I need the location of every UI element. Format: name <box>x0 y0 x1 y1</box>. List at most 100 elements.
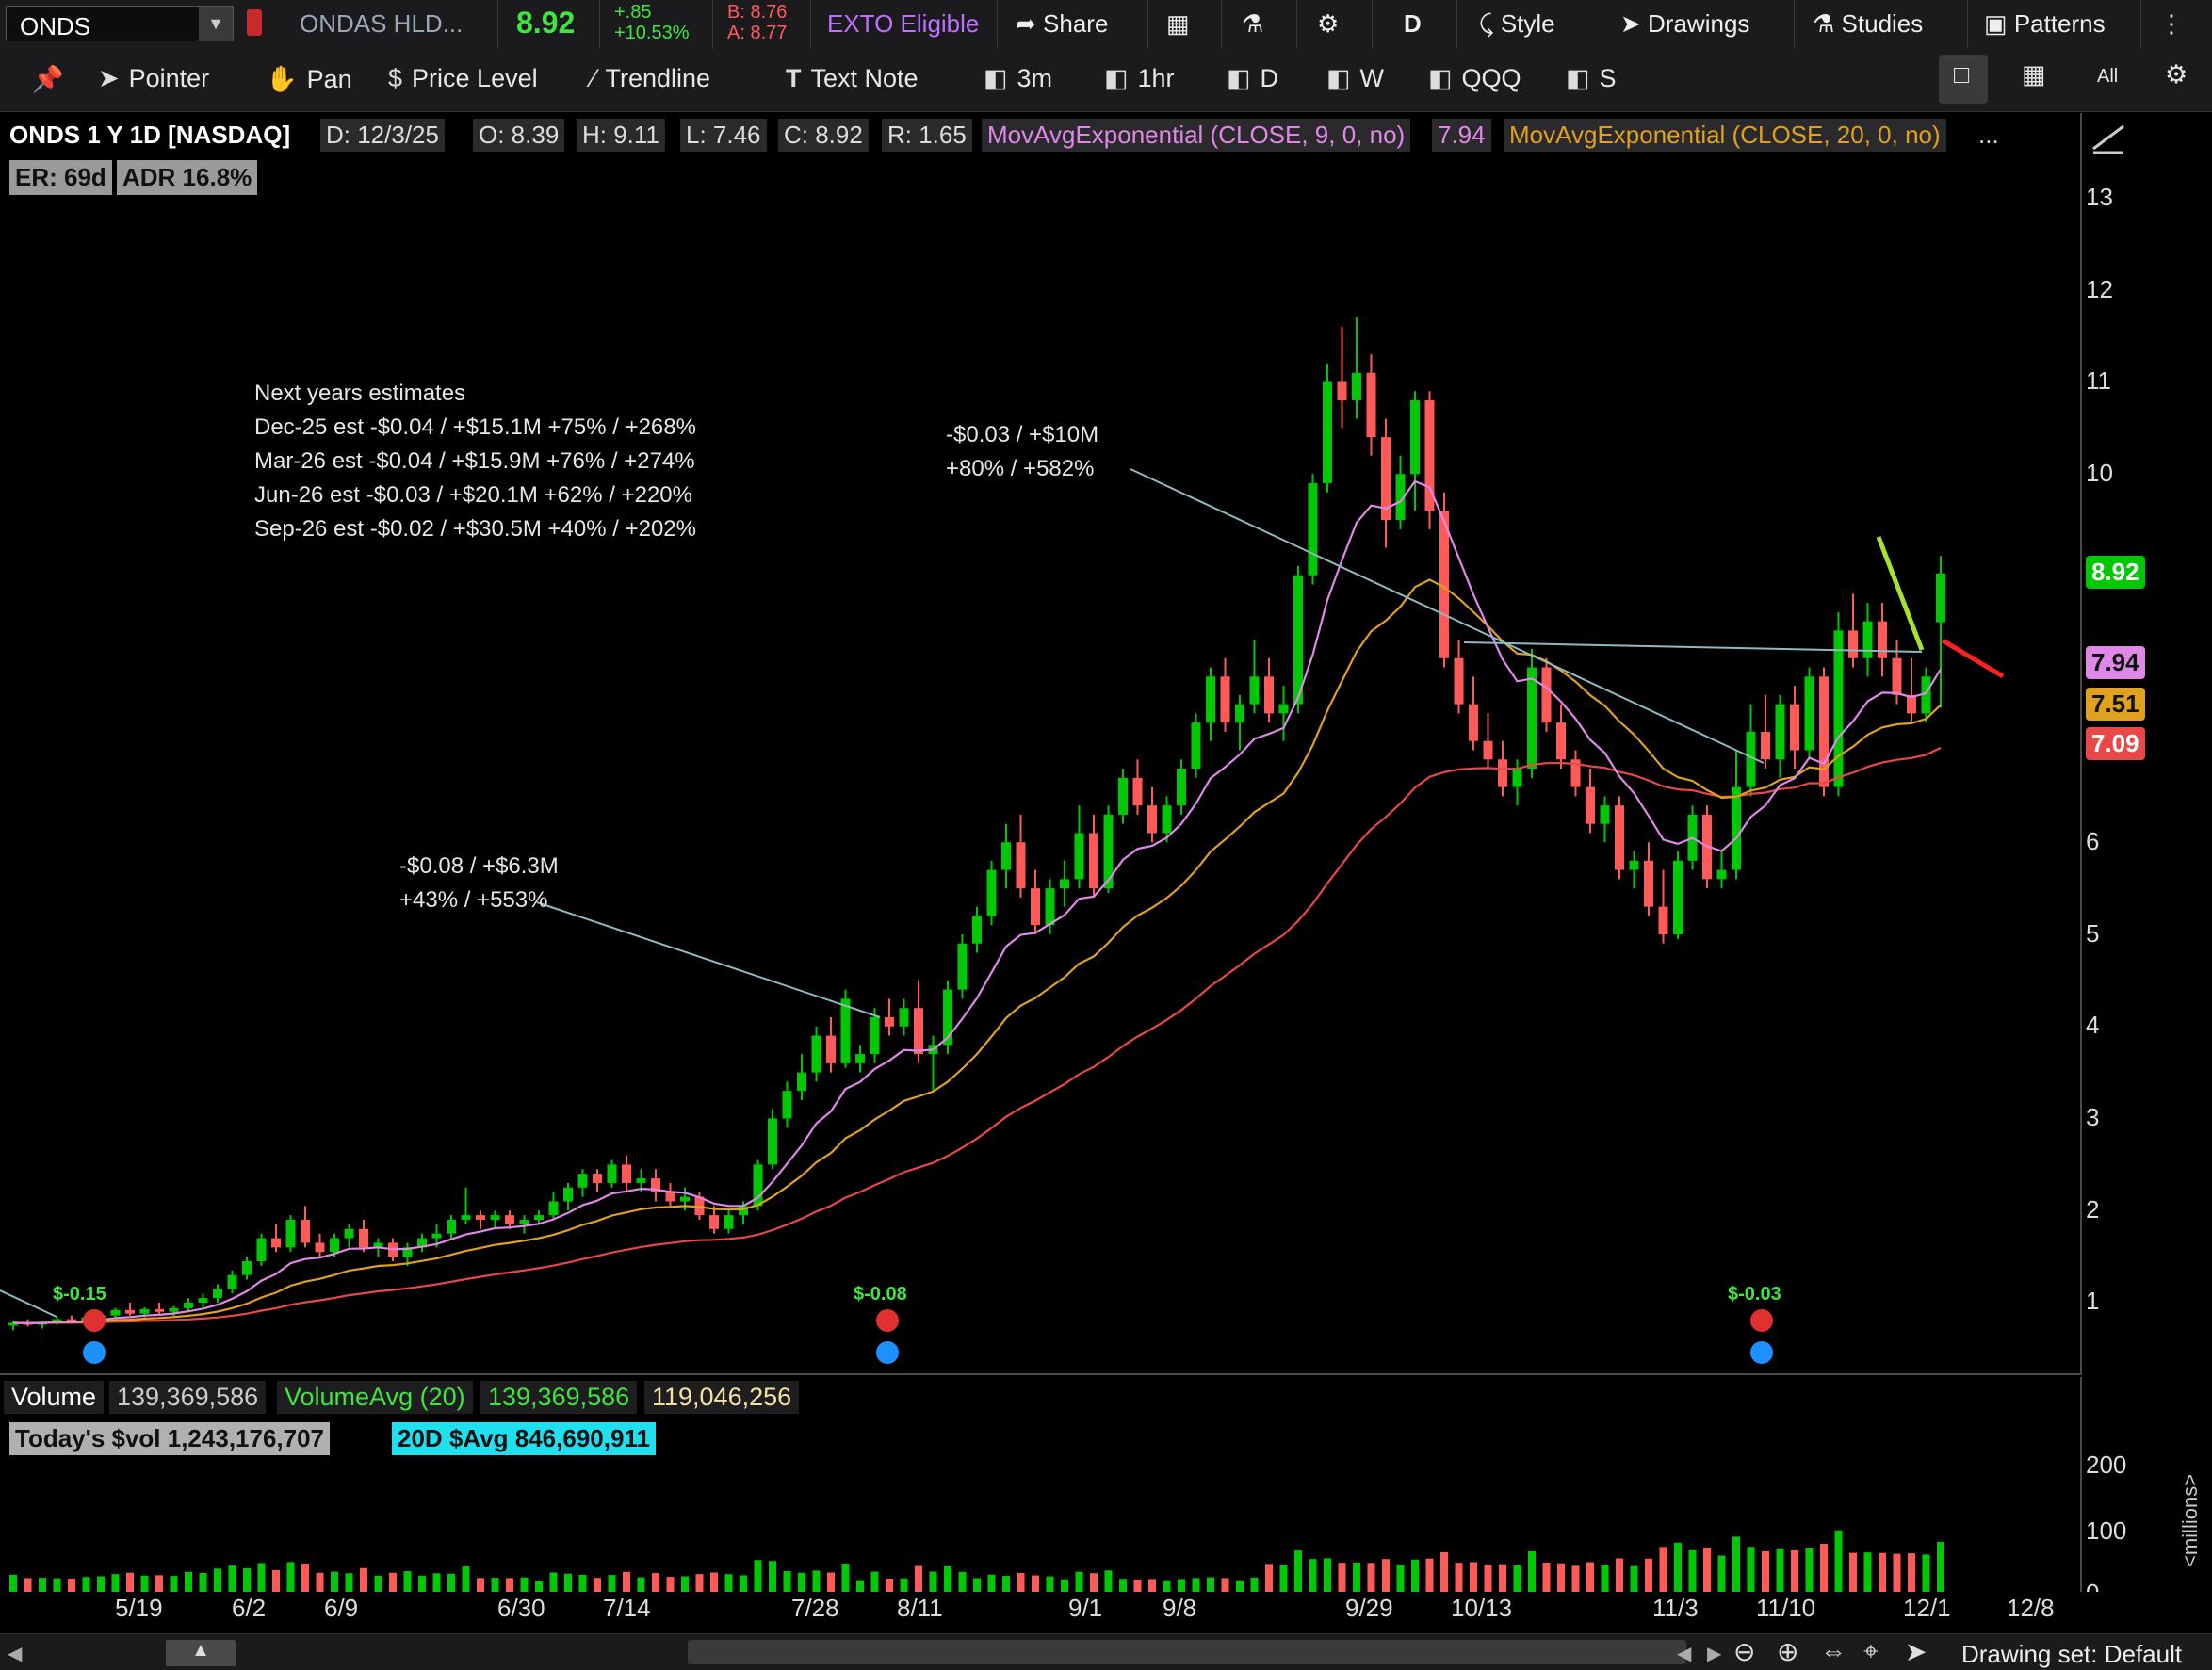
volume-bar <box>140 1575 149 1592</box>
candle-body <box>1016 842 1026 889</box>
volume-bar <box>681 1576 689 1592</box>
volume-bar <box>1586 1562 1594 1592</box>
zoom-in-icon[interactable]: ⊕ <box>1777 1637 1799 1666</box>
scroll-right-icon[interactable]: ▶ <box>1707 1644 1722 1664</box>
collapse-button[interactable]: ▲ <box>166 1640 236 1666</box>
volume-bar <box>666 1577 675 1592</box>
period-selector[interactable]: D <box>1404 9 1422 38</box>
pan-tool[interactable]: ✋ Pan <box>266 65 352 93</box>
patterns-menu[interactable]: ▣ Patterns <box>1984 9 2106 38</box>
style-menu[interactable]: ⤹ Style <box>1479 9 1555 38</box>
chevron-down-icon[interactable]: ▼ <box>199 7 233 41</box>
timeframe-w[interactable]: ◧ W <box>1326 64 1384 92</box>
timeframe-s[interactable]: ◧ S <box>1566 64 1617 92</box>
candle-body <box>855 1054 865 1063</box>
pane-divider[interactable] <box>0 1373 2082 1375</box>
symbol-text: ONDS <box>20 12 91 41</box>
candle-body <box>739 1206 748 1216</box>
chart-header: ONDS 1 Y 1D [NASDAQ] D: 12/3/25 O: 8.39 … <box>0 113 2082 154</box>
volume-bar <box>578 1574 587 1592</box>
crosshair-icon[interactable]: ⌖ <box>1863 1636 1879 1665</box>
trendline-icon[interactable] <box>2090 121 2127 154</box>
grid-icon[interactable]: ▦ <box>2022 60 2046 89</box>
volume-bar <box>783 1571 791 1592</box>
candle-body <box>447 1220 456 1234</box>
flask-icon[interactable]: ⚗ <box>1242 9 1264 38</box>
date-tick: 11/3 <box>1652 1594 1699 1622</box>
candle-body <box>52 1319 62 1322</box>
volume-bar <box>1090 1573 1098 1592</box>
volume-bar <box>432 1573 441 1592</box>
zoom-out-icon[interactable]: ⊖ <box>1733 1637 1756 1666</box>
net-change-pct: +10.53% <box>614 23 690 43</box>
header-high: H: 9.11 <box>577 119 665 152</box>
trendline-tool[interactable]: ∕ Trendline <box>592 64 711 92</box>
volume-bar <box>1396 1565 1405 1592</box>
gear-icon[interactable]: ⚙ <box>2165 60 2188 89</box>
price-chart[interactable] <box>0 113 2082 1375</box>
candle-body <box>1848 630 1858 658</box>
timeframe-1hr[interactable]: ◧ 1hr <box>1104 64 1175 92</box>
symbol-input[interactable]: ONDS ▼ <box>6 6 234 41</box>
volume-bar <box>1484 1564 1492 1592</box>
candle-body <box>285 1220 296 1248</box>
timeframe-qqq[interactable]: ◧ QQQ <box>1428 64 1521 92</box>
scrollbar-thumb[interactable] <box>688 1640 1686 1664</box>
volume-bar <box>462 1565 470 1592</box>
pointer-tool[interactable]: ➤ Pointer <box>98 64 210 92</box>
single-layout-button[interactable] <box>1939 55 1988 104</box>
volume-bar <box>1776 1548 1784 1592</box>
timeframe-d[interactable]: ◧ D <box>1227 64 1279 92</box>
menu-icon[interactable]: ⋮ <box>2159 9 2184 38</box>
volume-bar <box>1557 1563 1565 1592</box>
pin-icon[interactable]: 📌 <box>32 65 64 93</box>
drawing-set[interactable]: Drawing set: Default <box>1961 1640 2183 1668</box>
candle-body <box>1337 381 1347 401</box>
drawings-menu[interactable]: ➤ Drawings <box>1620 9 1750 38</box>
scroll-left-icon[interactable]: ◀ <box>8 1644 23 1664</box>
candle-body <box>1746 731 1756 787</box>
cursor-icon[interactable]: ➤ <box>1905 1637 1927 1666</box>
candle-body <box>1512 769 1522 787</box>
candle-body <box>1089 833 1098 889</box>
date-tick: 10/13 <box>1451 1594 1513 1622</box>
x-axis[interactable]: 5/19 6/2 6/9 6/30 7/14 7/28 8/11 9/1 9/8… <box>0 1592 2212 1629</box>
candle-body <box>665 1192 675 1202</box>
cursor-icon: ➤ <box>1620 9 1641 38</box>
exto-eligible[interactable]: EXTO Eligible <box>827 9 980 38</box>
candle-body <box>344 1228 354 1239</box>
candle-body <box>417 1238 427 1248</box>
ema9-badge: 7.94 <box>2086 646 2145 679</box>
alert-flag-icon[interactable] <box>247 9 262 36</box>
candle-body <box>1936 573 1945 623</box>
price-tick: 2 <box>2086 1195 2100 1224</box>
status-bar: ◀ ▲ ◀ ▶ ⊖ ⊕ ⇔ ⌖ ➤ Drawing set: Default <box>0 1633 2212 1670</box>
volume-chart[interactable] <box>0 1377 2082 1592</box>
candle-body <box>67 1319 76 1321</box>
header-more[interactable]: ... <box>1978 121 1999 149</box>
volume-bar <box>506 1578 513 1592</box>
volume-bar <box>170 1576 178 1592</box>
volume-bar <box>623 1571 630 1592</box>
volume-bar <box>740 1575 747 1592</box>
volume-axis <box>2080 1377 2212 1592</box>
share-button[interactable]: ➦ Share <box>1016 9 1109 38</box>
timeframe-3m[interactable]: ◧ 3m <box>984 64 1053 92</box>
scroll-left-icon[interactable]: ◀ <box>1677 1644 1692 1664</box>
volume-bar <box>185 1571 192 1592</box>
text-note-tool[interactable]: T Text Note <box>786 64 919 92</box>
estimate-line: Dec-25 est -$0.04 / +$15.1M +75% / +268% <box>254 414 696 440</box>
volume-bar <box>491 1578 499 1592</box>
phone-icon <box>83 1309 106 1332</box>
candle-body <box>1031 888 1040 926</box>
all-button[interactable]: All <box>2097 66 2119 87</box>
volume-bar <box>1425 1558 1434 1592</box>
volume-bar <box>1221 1578 1229 1592</box>
expand-icon[interactable]: ⇔ <box>1820 1636 1846 1665</box>
studies-menu[interactable]: ⚗ Studies <box>1813 9 1924 38</box>
gear-icon[interactable]: ⚙ <box>1317 9 1340 38</box>
price-level-tool[interactable]: $ Price Level <box>388 64 538 92</box>
q-note-1: -$0.08 / +$6.3M +43% / +553% <box>399 850 559 917</box>
calendar-icon[interactable]: ▦ <box>1166 9 1190 38</box>
volume-bar <box>1367 1563 1375 1592</box>
